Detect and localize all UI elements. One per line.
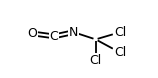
Text: O: O: [27, 27, 37, 40]
Text: N: N: [69, 26, 78, 39]
Text: C: C: [50, 30, 58, 43]
Text: Cl: Cl: [114, 46, 126, 59]
Text: Cl: Cl: [114, 26, 126, 39]
Text: Cl: Cl: [90, 54, 102, 67]
